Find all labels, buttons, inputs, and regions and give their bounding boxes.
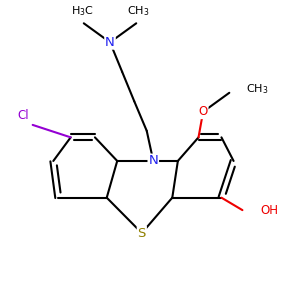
- Text: N: N: [105, 36, 115, 49]
- Text: OH: OH: [260, 204, 278, 217]
- Text: H$_3$C: H$_3$C: [71, 4, 94, 18]
- Text: CH$_3$: CH$_3$: [246, 82, 268, 96]
- Text: S: S: [138, 226, 146, 240]
- Text: CH$_3$: CH$_3$: [127, 4, 149, 18]
- Text: N: N: [148, 154, 158, 167]
- Text: O: O: [199, 105, 208, 118]
- Text: Cl: Cl: [18, 109, 29, 122]
